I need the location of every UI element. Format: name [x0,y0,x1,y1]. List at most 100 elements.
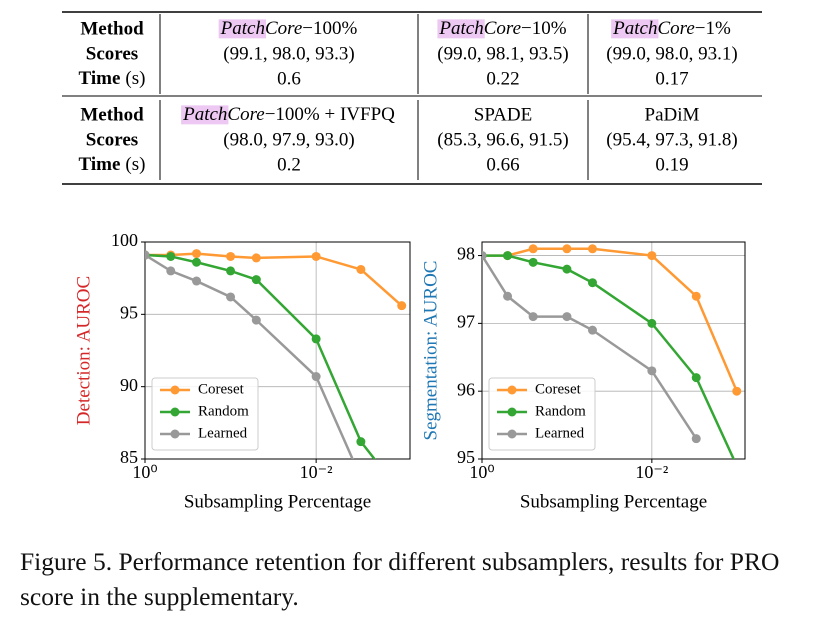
table-cell: (99.0, 98.1, 93.5) [437,43,568,64]
point [192,249,202,259]
legend-marker [170,385,180,395]
highlight [437,19,485,39]
legend-label: Random [198,403,249,419]
point [587,278,597,288]
cell-part: Patch [182,104,227,125]
cell-part: −10% [521,18,567,39]
point [356,473,365,482]
series-line [145,253,377,459]
cell-part: −100% + IVFPQ [265,104,395,125]
y-tick-label: 90 [120,375,138,395]
legend-marker [170,429,180,439]
legend-marker [507,407,517,417]
legend-label: Learned [198,425,248,441]
legend-marker [507,429,517,439]
point [166,266,176,276]
point [251,315,261,325]
table-cell: Method [80,18,144,39]
point [226,266,236,276]
highlight [181,105,229,125]
highlight [611,19,659,39]
series-layer [145,249,407,498]
point [647,318,657,328]
caption: Figure 5. Performance retention for diff… [20,547,780,611]
table-cell: Scores [86,43,138,64]
y-tick-label: 100 [111,230,138,250]
table-cell: 0.17 [655,68,688,89]
point [528,244,538,254]
cell-part: Patch [612,18,657,39]
legend-label: Coreset [198,381,245,397]
table-cell: Scores [86,129,138,150]
point [356,437,366,447]
x-axis-label: Subsampling Percentage [184,491,371,512]
y-tick-label: 97 [457,312,475,332]
point [503,251,513,261]
point [482,251,487,261]
y-tick-label: 98 [457,244,475,264]
point [311,334,321,344]
legend-label: Coreset [535,381,582,397]
cell-part: −100% [302,18,357,39]
x-axis-label: Subsampling Percentage [520,491,707,512]
point [691,373,701,383]
point [732,461,741,470]
point [691,291,701,301]
cell-part: Time [79,68,121,89]
point [647,251,657,261]
cell-part: Core [657,18,694,39]
point [356,264,366,274]
point [562,244,572,254]
x-tick-label: 10⁰ [132,462,157,482]
point [251,275,261,285]
y-axis-label: Segmentation: AUROC [420,261,441,441]
point [192,257,202,267]
legend-label: Learned [535,425,585,441]
table-cell: (99.1, 98.0, 93.3) [223,43,354,64]
point [691,434,701,444]
table-cell: 0.66 [486,154,519,175]
cell-part: −1% [695,18,731,39]
figure: Method PatchCore−100% PatchCore−10% PatchCo… [62,11,762,512]
point [503,291,513,301]
table-cell: PaDiM [645,104,700,125]
cell-part: (s) [125,154,145,175]
point [528,257,538,267]
y-tick-label: 85 [120,447,138,467]
cell-part: Core [227,104,264,125]
x-tick-label: 10⁻² [300,462,333,482]
cell-part: Core [484,18,521,39]
point [166,251,176,261]
plot-frame [144,241,411,460]
table-cell: PatchCore−100% + IVFPQ [182,104,395,125]
cell-part: (s) [125,68,145,89]
table-cell: PatchCore−100% [220,18,358,39]
point [226,251,236,261]
point [145,250,150,260]
table-cell: 0.19 [655,154,688,175]
legend-marker [507,385,517,395]
table-cell: (85.3, 96.6, 91.5) [437,129,568,150]
point [647,366,657,376]
table-cell: 0.6 [277,68,301,89]
table-cell: Time (s) [79,68,146,89]
table-cell: 0.2 [277,154,301,175]
table-cell: Time (s) [79,154,146,175]
cell-part: Patch [220,18,265,39]
table-cell: PatchCore−10% [438,18,566,39]
x-tick-label: 10⁻² [635,462,668,482]
legend-marker [170,407,180,417]
legend-label: Random [535,403,586,419]
point [251,253,261,263]
point [192,276,202,286]
table-cell: Method [80,104,144,125]
y-axis-label: Detection: AUROC [73,276,94,425]
point [587,325,597,335]
point [732,386,742,396]
point [311,251,321,261]
cell-part: Patch [438,18,483,39]
table-cell: (98.0, 97.9, 93.0) [223,129,354,150]
table-cell: PatchCore−1% [612,18,731,39]
point [397,489,406,498]
table-cell: (99.0, 98.0, 93.1) [606,43,737,64]
